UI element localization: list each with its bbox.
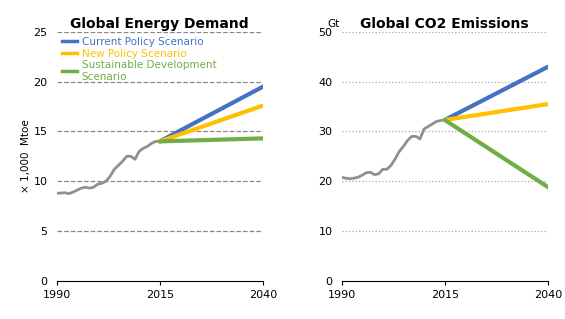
Title: Global Energy Demand: Global Energy Demand (71, 17, 249, 31)
Y-axis label: × 1,000  Mtoe: × 1,000 Mtoe (20, 119, 31, 193)
Title: Global CO2 Emissions: Global CO2 Emissions (360, 17, 529, 31)
Text: Gt: Gt (327, 19, 340, 29)
Legend: Current Policy Scenario, New Policy Scenario, Sustainable Development
Scenario: Current Policy Scenario, New Policy Scen… (60, 35, 218, 84)
